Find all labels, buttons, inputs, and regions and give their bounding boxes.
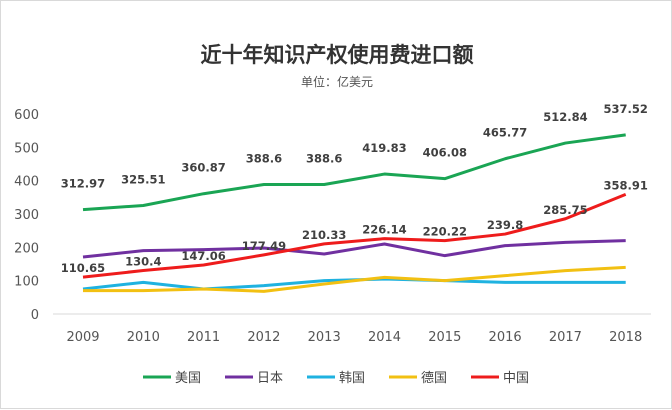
y-tick-label: 0 (31, 308, 39, 323)
y-tick-label: 500 (14, 141, 39, 156)
series-line-美国 (82, 133, 626, 212)
data-label: 388.6 (246, 151, 282, 165)
data-label: 388.6 (306, 151, 342, 165)
data-label: 210.33 (302, 228, 346, 242)
x-tick-label: 2016 (489, 330, 522, 345)
x-tick-label: 2010 (127, 330, 160, 345)
chart-subtitle: 单位：亿美元 (300, 75, 373, 89)
legend-label: 中国 (503, 371, 529, 386)
x-tick-label: 2011 (187, 330, 220, 345)
data-label: 110.65 (61, 261, 105, 275)
data-label: 325.51 (121, 172, 165, 186)
series-line-日本 (82, 239, 626, 259)
series-line-中国 (82, 192, 627, 279)
data-label: 239.8 (487, 218, 523, 232)
data-label: 360.87 (181, 161, 225, 175)
data-label: 226.14 (362, 223, 406, 237)
x-tick-label: 2009 (66, 330, 99, 345)
data-label: 177.49 (242, 239, 286, 253)
data-label: 419.83 (362, 141, 406, 155)
x-tick-label: 2012 (247, 330, 280, 345)
data-label: 220.22 (423, 225, 467, 239)
data-label: 147.06 (181, 249, 225, 263)
chart-title: 近十年知识产权使用费进口额 (200, 43, 474, 67)
y-tick-label: 200 (14, 241, 39, 256)
data-label: 130.4 (125, 255, 161, 269)
x-tick-label: 2014 (368, 330, 401, 345)
data-label: 537.52 (604, 102, 648, 116)
x-tick-label: 2013 (308, 330, 341, 345)
y-tick-label: 400 (14, 175, 39, 190)
y-tick-label: 300 (14, 208, 39, 223)
x-tick-label: 2015 (428, 330, 461, 345)
y-tick-label: 100 (14, 275, 39, 290)
data-label: 406.08 (423, 146, 467, 160)
data-label: 285.75 (543, 203, 587, 217)
x-tick-label: 2017 (549, 330, 582, 345)
data-label: 512.84 (543, 110, 587, 124)
legend-label: 德国 (421, 371, 447, 386)
legend-label: 韩国 (339, 371, 365, 386)
series-line-德国 (83, 265, 626, 293)
legend-label: 美国 (175, 371, 201, 386)
x-tick-label: 2018 (609, 330, 642, 345)
legend-label: 日本 (257, 371, 283, 386)
data-label: 312.97 (61, 177, 105, 191)
data-label: 465.77 (483, 126, 527, 140)
data-label: 358.91 (604, 178, 648, 192)
y-tick-label: 600 (14, 108, 39, 123)
